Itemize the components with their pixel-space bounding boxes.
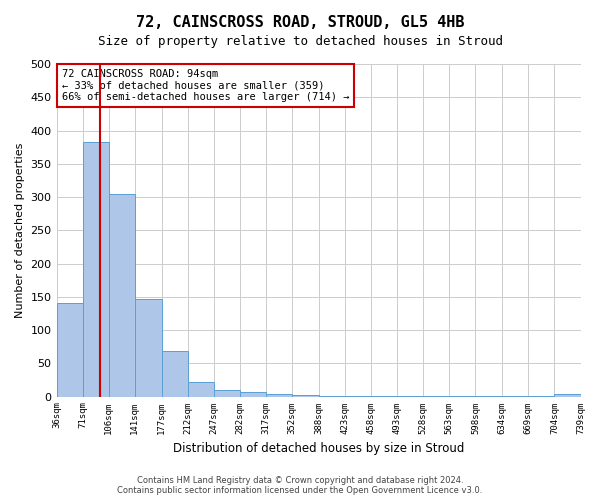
Bar [109, 194, 135, 396]
Text: 72, CAINSCROSS ROAD, STROUD, GL5 4HB: 72, CAINSCROSS ROAD, STROUD, GL5 4HB [136, 15, 464, 30]
Text: Size of property relative to detached houses in Stroud: Size of property relative to detached ho… [97, 35, 503, 48]
Y-axis label: Number of detached properties: Number of detached properties [15, 142, 25, 318]
Bar [188, 382, 214, 396]
Text: Contains HM Land Registry data © Crown copyright and database right 2024.
Contai: Contains HM Land Registry data © Crown c… [118, 476, 482, 495]
Bar [83, 142, 109, 397]
Bar [56, 304, 83, 396]
Text: 72 CAINSCROSS ROAD: 94sqm
← 33% of detached houses are smaller (359)
66% of semi: 72 CAINSCROSS ROAD: 94sqm ← 33% of detac… [62, 69, 349, 102]
Bar [161, 350, 188, 397]
Bar [292, 395, 319, 396]
Bar [554, 394, 581, 396]
Bar [214, 390, 240, 396]
Bar [240, 392, 266, 396]
X-axis label: Distribution of detached houses by size in Stroud: Distribution of detached houses by size … [173, 442, 464, 455]
Bar [135, 299, 161, 396]
Bar [266, 394, 292, 396]
